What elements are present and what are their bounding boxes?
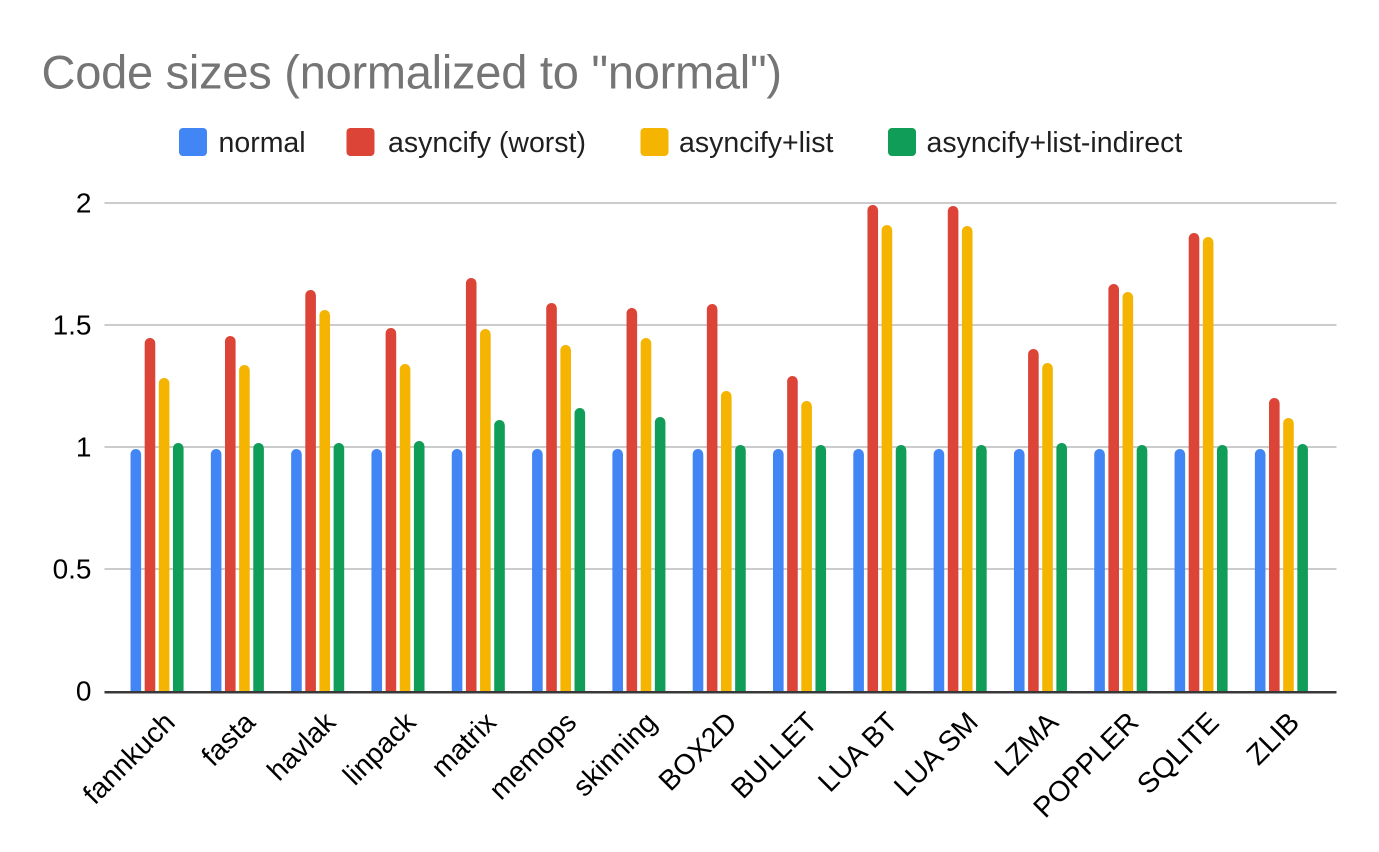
svg-text:1: 1 [76,432,92,463]
svg-text:0: 0 [76,676,92,707]
svg-text:2: 2 [76,188,92,219]
svg-text:1.5: 1.5 [53,310,92,341]
svg-text:asyncify+list: asyncify+list [679,127,834,159]
svg-text:0.5: 0.5 [53,554,92,585]
svg-text:asyncify+list-indirect: asyncify+list-indirect [927,127,1183,159]
svg-text:asyncify (worst): asyncify (worst) [388,127,586,159]
svg-text:normal: normal [219,127,306,159]
svg-text:Code sizes (normalized to "nor: Code sizes (normalized to "normal") [42,46,782,99]
